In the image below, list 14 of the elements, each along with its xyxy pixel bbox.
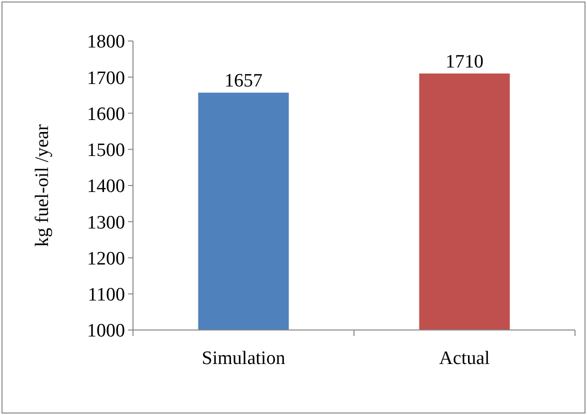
- y-tick-label: 1800: [87, 32, 125, 53]
- y-tick-label: 1000: [87, 320, 125, 342]
- y-tick-label: 1400: [87, 176, 125, 198]
- y-tick-label: 1700: [87, 68, 125, 89]
- y-tick-label: 1300: [87, 212, 125, 234]
- y-tick-label: 1600: [87, 104, 125, 125]
- data-label: 1710: [446, 52, 484, 73]
- y-tick-label: 1100: [88, 284, 125, 306]
- y-tick-label: 1200: [87, 248, 125, 270]
- data-label: 1657: [224, 70, 262, 92]
- y-tick-label: 1500: [87, 140, 125, 162]
- x-tick-label: Actual: [439, 348, 490, 369]
- y-axis-title: kg fuel-oil /year: [32, 124, 53, 247]
- x-tick-label: Simulation: [202, 348, 286, 369]
